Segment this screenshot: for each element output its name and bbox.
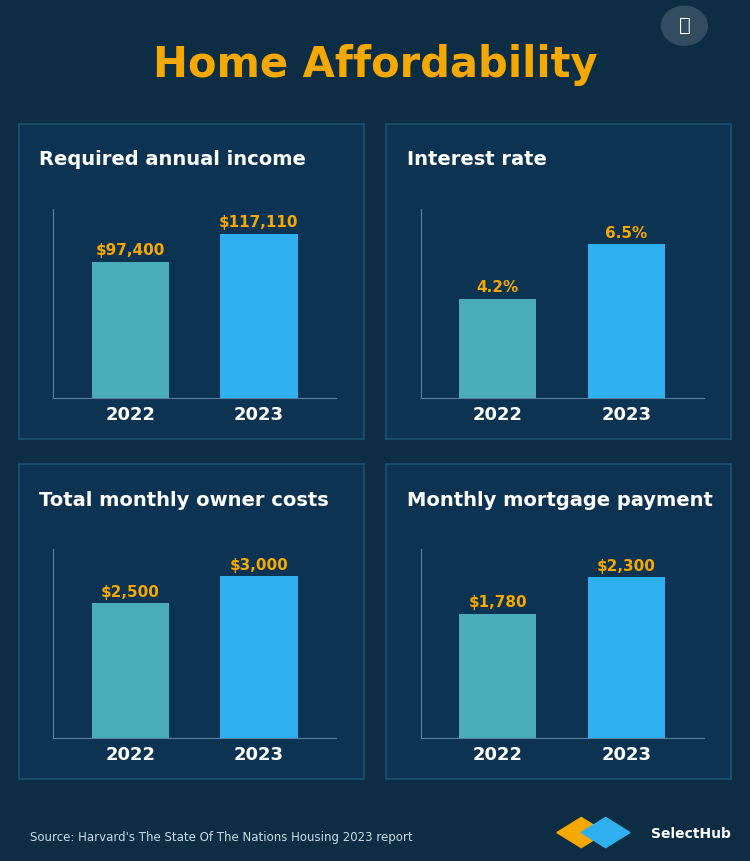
Text: Home Affordability: Home Affordability — [153, 44, 597, 85]
Bar — [459, 300, 536, 399]
Bar — [220, 577, 298, 739]
Text: 6.5%: 6.5% — [605, 226, 647, 240]
Polygon shape — [556, 818, 606, 847]
Bar — [588, 245, 665, 399]
Polygon shape — [581, 818, 630, 847]
Text: ⤴: ⤴ — [679, 16, 690, 35]
Text: Required annual income: Required annual income — [40, 150, 306, 169]
Text: $2,300: $2,300 — [597, 558, 656, 573]
Bar — [459, 614, 536, 739]
Text: $97,400: $97,400 — [96, 243, 165, 257]
Bar — [588, 578, 665, 739]
Text: 4.2%: 4.2% — [477, 280, 519, 294]
Text: SelectHub: SelectHub — [650, 826, 730, 839]
Text: Interest rate: Interest rate — [407, 150, 547, 169]
Text: Source: Harvard's The State Of The Nations Housing 2023 report: Source: Harvard's The State Of The Natio… — [30, 830, 412, 844]
Text: $3,000: $3,000 — [230, 557, 288, 572]
Text: Total monthly owner costs: Total monthly owner costs — [40, 490, 329, 509]
Text: Monthly mortgage payment: Monthly mortgage payment — [407, 490, 712, 509]
Circle shape — [662, 7, 707, 46]
Bar — [92, 263, 169, 399]
Text: $117,110: $117,110 — [219, 215, 298, 230]
Bar — [220, 235, 298, 399]
Text: $1,780: $1,780 — [469, 594, 527, 610]
Text: $2,500: $2,500 — [101, 584, 160, 599]
Bar — [92, 604, 169, 739]
